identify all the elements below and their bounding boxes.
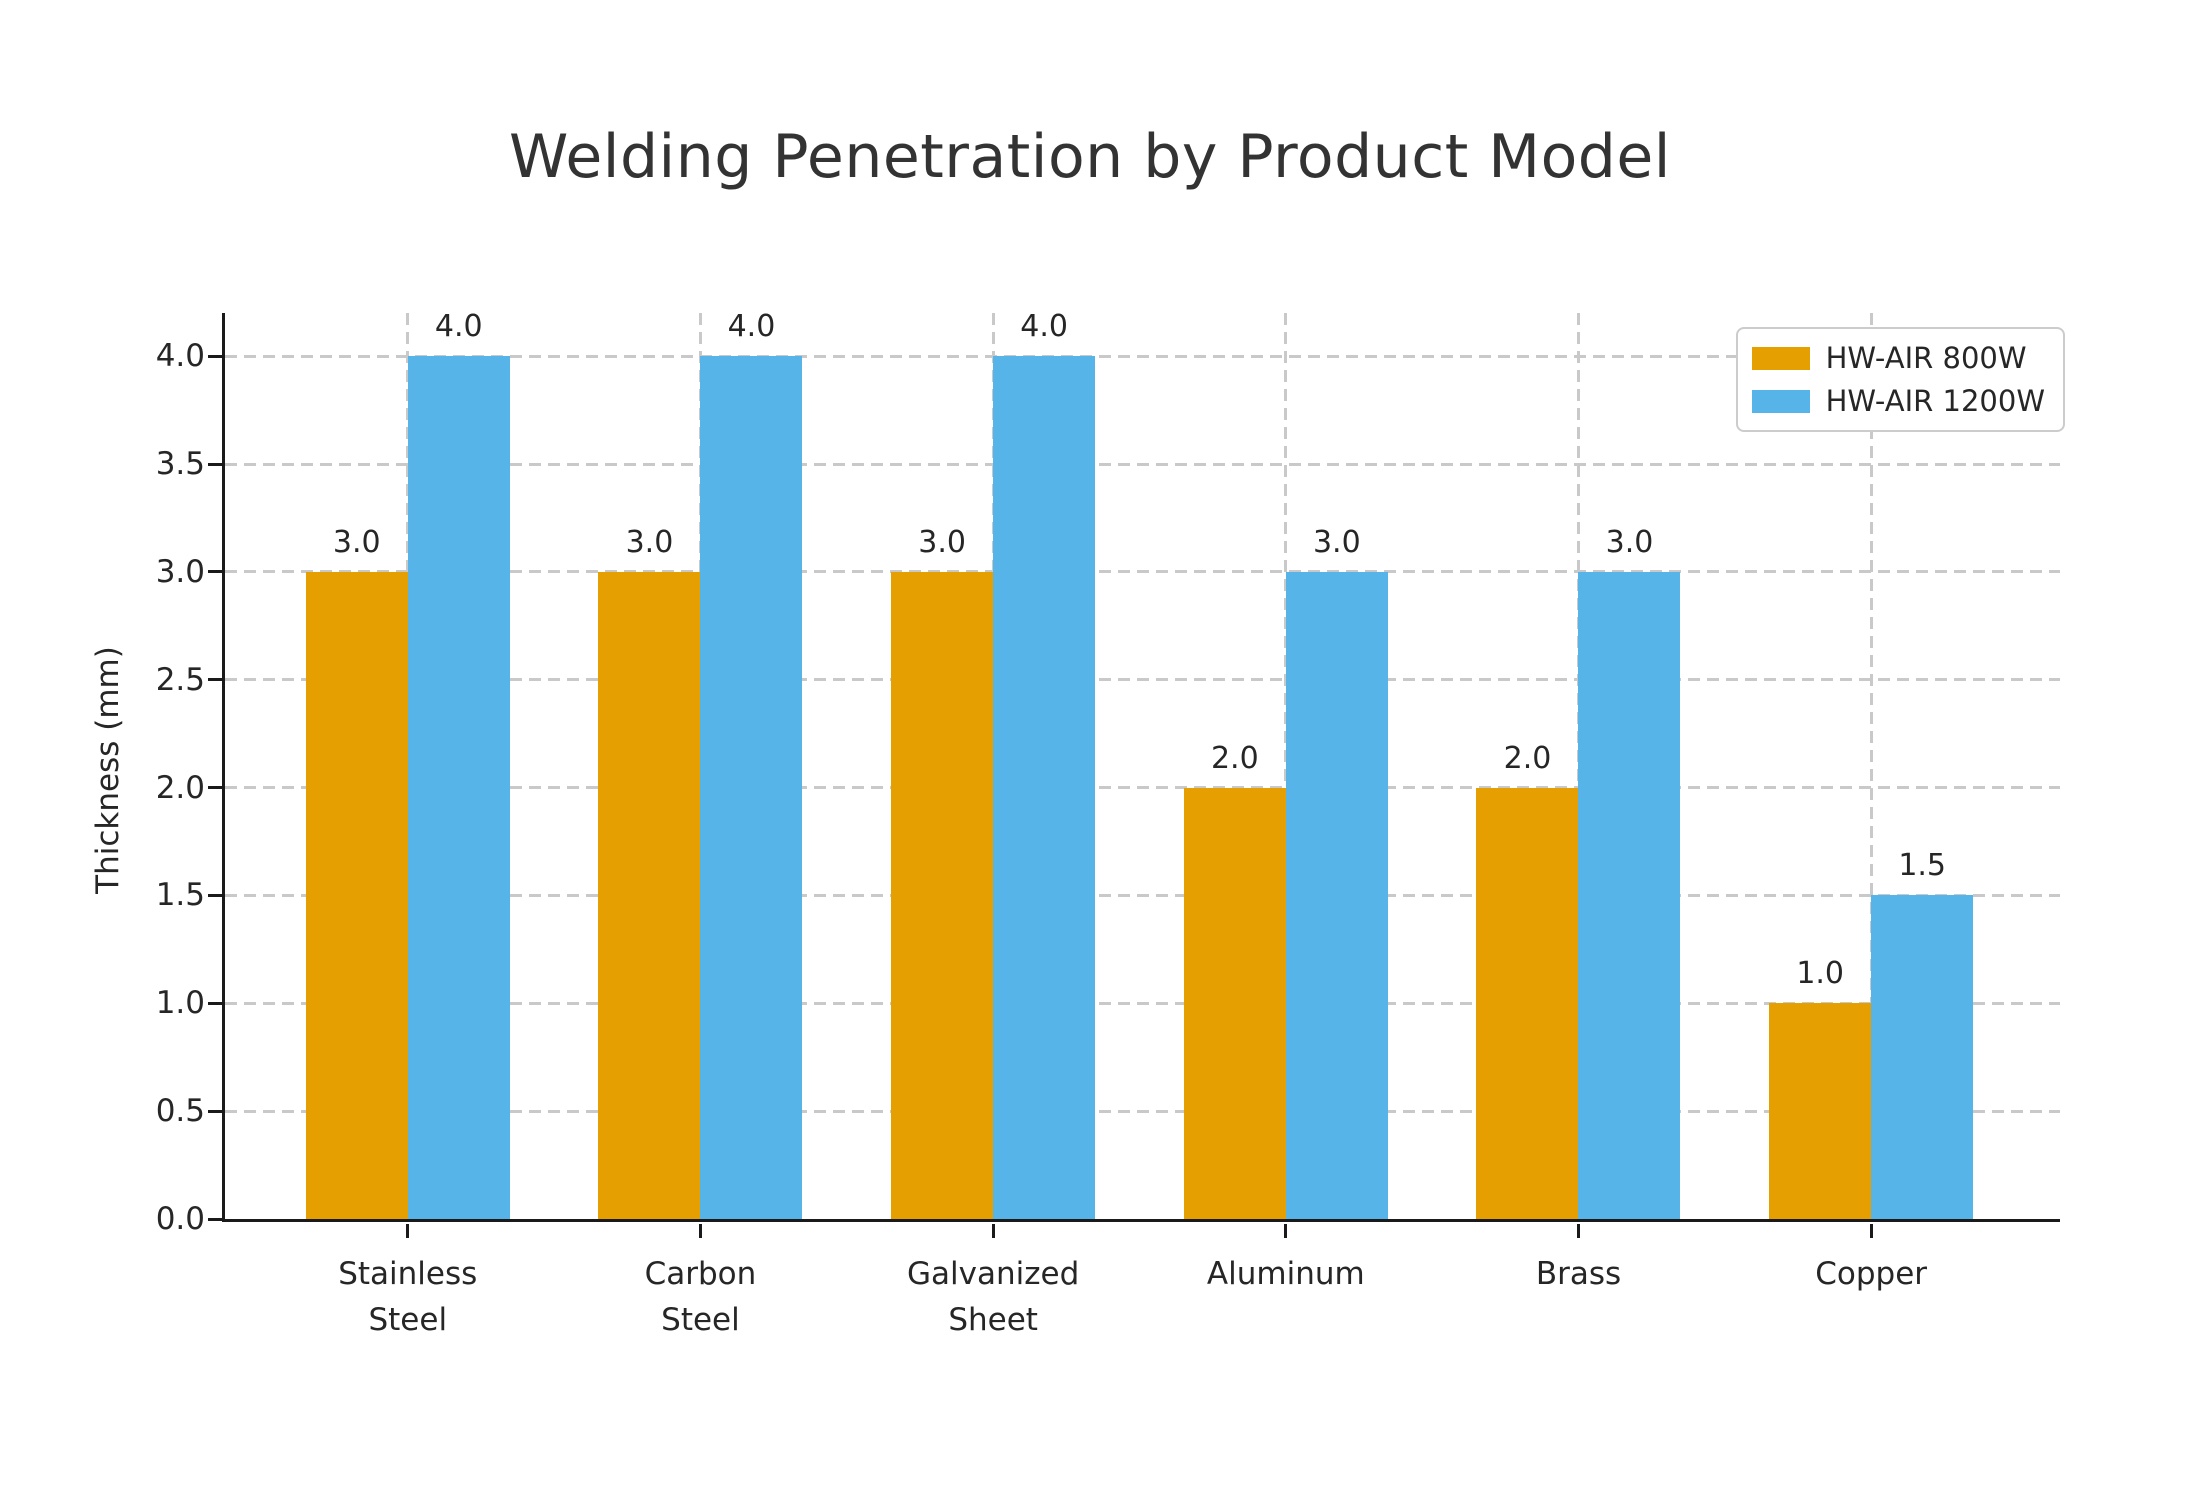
legend-item-1200w: HW-AIR 1200W: [1751, 384, 2045, 418]
gridline-horizontal: [225, 354, 2060, 358]
x-tick-mark: [406, 1224, 410, 1238]
legend-label: HW-AIR 800W: [1825, 341, 2027, 375]
x-tick-label: Aluminum: [1206, 1256, 1365, 1292]
gridline-horizontal: [225, 1109, 2060, 1113]
bar-1200w: [993, 356, 1096, 1219]
y-tick-mark: [208, 570, 222, 574]
x-tick-label: Carbon Steel: [644, 1256, 757, 1338]
gridline-vertical: [1869, 313, 1873, 1219]
plot-area: HW-AIR 800W HW-AIR 1200W 0.0 0.5 1.0 1.5 2.0…: [156, 309, 2065, 1338]
y-tick-label: 2.0: [155, 769, 205, 806]
bar-800w: [1183, 787, 1286, 1219]
bar-value-label: 1.5: [1898, 848, 1947, 884]
bar-value-label: 2.0: [1210, 740, 1259, 776]
bar-800w: [1769, 1003, 1872, 1219]
x-tick-label: Copper: [1815, 1256, 1928, 1292]
bar-value-label: 3.0: [332, 524, 381, 560]
legend-label: HW-AIR 1200W: [1825, 384, 2045, 418]
bar-1200w: [1578, 571, 1681, 1219]
bar-800w: [305, 571, 408, 1219]
y-tick-mark: [208, 1109, 222, 1113]
y-tick-label: 0.0: [155, 1201, 205, 1237]
bar-1200w: [1871, 895, 1974, 1219]
bar-value-label: 4.0: [1020, 309, 1068, 345]
legend-swatch: [1751, 346, 1810, 370]
legend-item-800w: HW-AIR 800W: [1751, 341, 2045, 375]
bar-value-label: 3.0: [918, 524, 966, 560]
gridline-horizontal: [225, 893, 2060, 897]
bar-1200w: [407, 356, 510, 1219]
y-tick-mark: [208, 786, 222, 790]
x-tick-label: Galvanized Sheet: [906, 1256, 1080, 1338]
legend-swatch: [1751, 389, 1810, 413]
y-tick-mark: [208, 1001, 222, 1005]
y-axis-spine: [222, 313, 225, 1222]
y-tick-label: 3.5: [155, 446, 205, 482]
gridline-horizontal: [225, 1001, 2060, 1005]
y-tick-label: 1.5: [155, 877, 205, 914]
bar-value-label: 3.0: [625, 524, 674, 560]
gridline-horizontal: [225, 462, 2060, 466]
y-tick-mark: [208, 462, 222, 466]
y-tick-label: 1.0: [155, 985, 205, 1022]
gridline-horizontal: [225, 786, 2060, 790]
y-tick-mark: [208, 678, 222, 682]
bar-value-label: 4.0: [434, 309, 483, 345]
gridline-horizontal: [225, 570, 2060, 574]
y-tick-label: 4.0: [155, 338, 205, 375]
gridline-horizontal: [225, 678, 2060, 682]
y-tick-label: 3.0: [155, 553, 205, 590]
x-tick-mark: [1284, 1224, 1288, 1238]
bar-800w: [598, 571, 701, 1219]
x-tick-label: Brass: [1535, 1256, 1622, 1292]
y-tick-mark: [208, 354, 222, 358]
x-tick-mark: [991, 1224, 995, 1238]
x-tick-mark: [1869, 1224, 1873, 1238]
chart-title: Welding Penetration by Product Model: [509, 122, 1671, 192]
bar-value-label: 1.0: [1796, 956, 1845, 992]
x-axis-spine: [222, 1219, 2060, 1222]
bar-1200w: [1285, 571, 1388, 1219]
x-tick-mark: [698, 1224, 702, 1238]
legend: HW-AIR 800W HW-AIR 1200W: [1735, 327, 2065, 432]
bar-value-label: 4.0: [727, 309, 776, 345]
bar-800w: [891, 571, 994, 1219]
bar-1200w: [700, 356, 803, 1219]
y-tick-label: 2.5: [155, 661, 205, 698]
y-tick-mark: [208, 893, 222, 897]
bar-800w: [1476, 787, 1579, 1219]
y-tick-label: 0.5: [155, 1093, 205, 1130]
bar-value-label: 3.0: [1605, 524, 1654, 560]
x-tick-label: Stainless Steel: [338, 1256, 478, 1338]
bar-value-label: 3.0: [1312, 524, 1361, 560]
y-tick-mark: [208, 1217, 222, 1221]
x-tick-mark: [1576, 1224, 1580, 1238]
bar-value-label: 2.0: [1503, 740, 1552, 776]
